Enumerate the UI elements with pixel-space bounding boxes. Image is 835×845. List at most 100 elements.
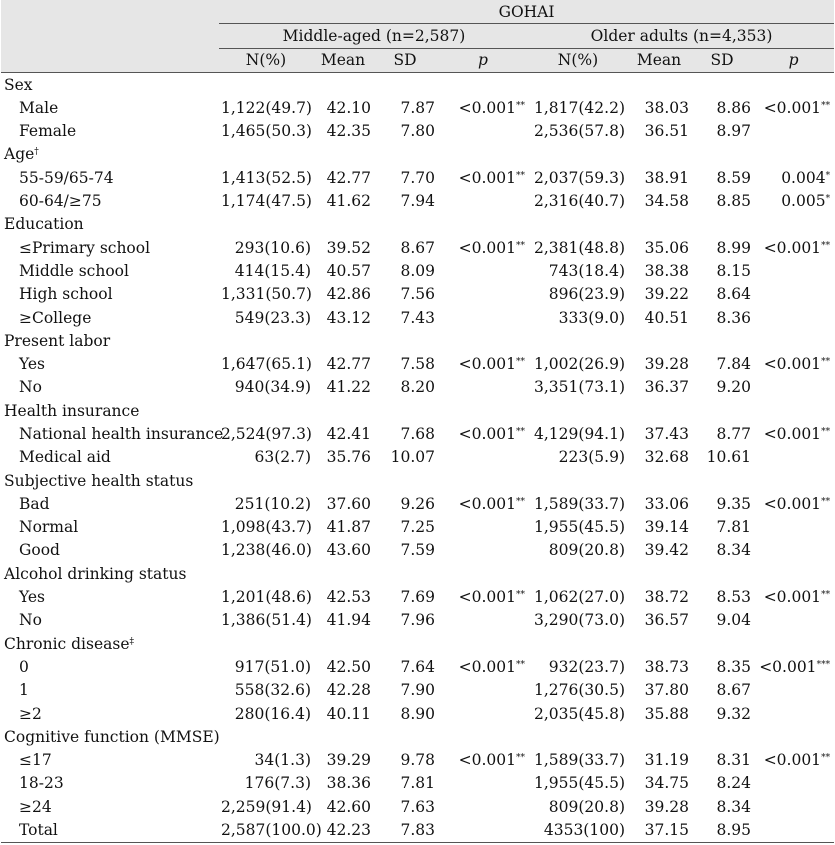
significance-mark: ** bbox=[516, 590, 525, 601]
label-text: Bad bbox=[19, 494, 50, 513]
cell-value: <0.001 bbox=[458, 98, 516, 117]
table-cell bbox=[627, 725, 691, 748]
table-cell bbox=[313, 72, 373, 96]
significance-mark: ** bbox=[516, 659, 525, 670]
cell-value: 39.14 bbox=[644, 518, 689, 537]
row-label: Yes bbox=[1, 585, 219, 608]
row-label: Male bbox=[1, 96, 219, 119]
table-cell bbox=[437, 562, 529, 585]
cell-value: 333(9.0) bbox=[558, 308, 625, 327]
cell-value: 8.86 bbox=[716, 98, 751, 117]
category-row: Chronic disease‡ bbox=[1, 632, 834, 655]
table-cell: 558(32.6) bbox=[219, 679, 313, 702]
cell-value: 7.94 bbox=[400, 192, 435, 211]
table-cell bbox=[691, 213, 753, 236]
table-cell: 7.64 bbox=[373, 655, 437, 678]
table-cell: 7.80 bbox=[373, 119, 437, 142]
row-label: Yes bbox=[1, 352, 219, 375]
table-cell: <0.001** bbox=[753, 585, 834, 608]
cell-value: 0.004 bbox=[781, 168, 826, 187]
table-cell: 1,817(42.2) bbox=[529, 96, 627, 119]
table-cell bbox=[753, 679, 834, 702]
table-cell bbox=[437, 609, 529, 632]
cell-value: 1,589(33.7) bbox=[534, 751, 625, 770]
cell-value: <0.001 bbox=[763, 98, 822, 117]
table-cell bbox=[691, 725, 753, 748]
cell-value: 223(5.9) bbox=[558, 448, 625, 467]
table-cell bbox=[373, 725, 437, 748]
table-cell bbox=[219, 329, 313, 352]
table-cell bbox=[437, 259, 529, 282]
label-text: ≥College bbox=[19, 308, 92, 327]
cell-value: 9.26 bbox=[400, 494, 435, 513]
cell-value: 63(2.7) bbox=[254, 448, 311, 467]
table-cell bbox=[437, 795, 529, 818]
cell-value: 8.36 bbox=[716, 308, 751, 327]
cell-value: 2,035(45.8) bbox=[534, 704, 625, 723]
table-cell: 9.32 bbox=[691, 702, 753, 725]
table-cell: 1,201(48.6) bbox=[219, 585, 313, 608]
cell-value: 1,122(49.7) bbox=[221, 98, 312, 117]
table-cell: 9.04 bbox=[691, 609, 753, 632]
cell-value: 7.59 bbox=[400, 541, 435, 560]
table-row: ≥College 549(23.3) 43.12 7.43 333(9.0) 40.51 8… bbox=[1, 306, 834, 329]
table-cell bbox=[691, 469, 753, 492]
label-text: High school bbox=[19, 285, 113, 304]
table-cell: 33.06 bbox=[627, 492, 691, 515]
cell-value: <0.001 bbox=[458, 494, 516, 513]
row-label: ≥2 bbox=[1, 702, 219, 725]
cell-value: <0.001 bbox=[763, 355, 822, 374]
table-cell: 42.77 bbox=[313, 352, 373, 375]
cell-value: 8.85 bbox=[716, 192, 751, 211]
significance-mark: ** bbox=[821, 496, 831, 507]
cell-value: 42.77 bbox=[326, 355, 371, 374]
cell-value: 8.67 bbox=[400, 238, 435, 257]
table-cell bbox=[627, 72, 691, 96]
table-cell: <0.001** bbox=[437, 236, 529, 259]
cell-value: 35.88 bbox=[644, 704, 689, 723]
cell-value: 1,386(51.4) bbox=[221, 611, 312, 630]
label-text: ≤17 bbox=[19, 751, 52, 770]
table-cell bbox=[437, 306, 529, 329]
table-cell: 35.06 bbox=[627, 236, 691, 259]
table-cell: 940(34.9) bbox=[219, 376, 313, 399]
cell-value: 549(23.3) bbox=[234, 308, 311, 327]
table-cell: <0.001*** bbox=[753, 655, 834, 678]
table-row: ≥24 2,259(91.4) 42.60 7.63 809(20.8) 39.28 8.3… bbox=[1, 795, 834, 818]
table-cell: 8.85 bbox=[691, 189, 753, 212]
table-cell bbox=[753, 609, 834, 632]
cell-value: 7.43 bbox=[400, 308, 435, 327]
table-cell: 41.22 bbox=[313, 376, 373, 399]
table-cell: 896(23.9) bbox=[529, 283, 627, 306]
cell-value: 1,465(50.3) bbox=[221, 122, 312, 141]
label-text: Good bbox=[19, 541, 60, 560]
table-cell: 549(23.3) bbox=[219, 306, 313, 329]
col-header: p bbox=[437, 48, 529, 73]
table-cell: 7.58 bbox=[373, 352, 437, 375]
cell-value: 7.81 bbox=[716, 518, 751, 537]
table-row: 60-64/≥75 1,174(47.5) 41.62 7.94 2,316(40.7)… bbox=[1, 189, 834, 212]
table-cell: 176(7.3) bbox=[219, 772, 313, 795]
table-cell: 7.90 bbox=[373, 679, 437, 702]
table-cell bbox=[437, 539, 529, 562]
label-text: National health insurance bbox=[19, 424, 224, 443]
significance-mark: ** bbox=[516, 170, 525, 181]
table-row: 55-59/65-74 1,413(52.5) 42.77 7.70 <0.001** 2… bbox=[1, 166, 834, 189]
table-cell: 39.29 bbox=[313, 749, 373, 772]
table-cell bbox=[437, 818, 529, 842]
cell-value: 32.68 bbox=[644, 448, 689, 467]
significance-mark: ** bbox=[516, 496, 525, 507]
table-cell: <0.001** bbox=[437, 749, 529, 772]
table-cell: 40.51 bbox=[627, 306, 691, 329]
table-cell: 8.24 bbox=[691, 772, 753, 795]
table-cell bbox=[437, 189, 529, 212]
table-cell: 1,174(47.5) bbox=[219, 189, 313, 212]
category-row: Present labor bbox=[1, 329, 834, 352]
cell-value: 8.53 bbox=[716, 588, 751, 607]
table-row: 0 917(51.0) 42.50 7.64 <0.001** 932(23.7) 38.7… bbox=[1, 655, 834, 678]
row-label: No bbox=[1, 609, 219, 632]
cell-value: 42.10 bbox=[326, 98, 371, 117]
table-cell bbox=[753, 446, 834, 469]
table-cell: 293(10.6) bbox=[219, 236, 313, 259]
cell-value: 8.09 bbox=[400, 261, 435, 280]
